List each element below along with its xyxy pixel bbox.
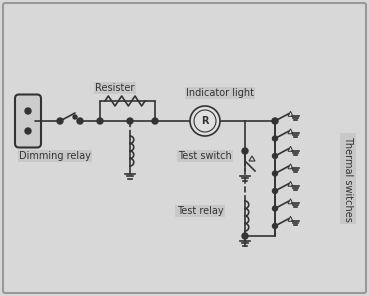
Circle shape [97, 118, 103, 124]
Circle shape [127, 118, 133, 124]
Text: R: R [201, 116, 209, 126]
Circle shape [242, 148, 248, 154]
Text: Test switch: Test switch [178, 151, 232, 161]
Circle shape [57, 118, 63, 124]
Circle shape [152, 118, 158, 124]
Circle shape [190, 106, 220, 136]
Circle shape [242, 233, 248, 239]
Circle shape [25, 128, 31, 134]
Circle shape [272, 223, 277, 229]
Text: Dimming relay: Dimming relay [19, 151, 91, 161]
FancyBboxPatch shape [15, 94, 41, 147]
Circle shape [272, 136, 277, 141]
Circle shape [272, 154, 277, 158]
Circle shape [272, 171, 277, 176]
Circle shape [272, 118, 277, 123]
Circle shape [77, 118, 83, 124]
Circle shape [272, 189, 277, 194]
Circle shape [25, 108, 31, 114]
Circle shape [272, 118, 278, 124]
Text: Thermal switches: Thermal switches [343, 136, 353, 221]
Text: Indicator light: Indicator light [186, 88, 254, 98]
Text: Resister: Resister [95, 83, 135, 93]
Circle shape [272, 206, 277, 211]
Text: Test relay: Test relay [177, 206, 223, 216]
Circle shape [73, 115, 77, 119]
